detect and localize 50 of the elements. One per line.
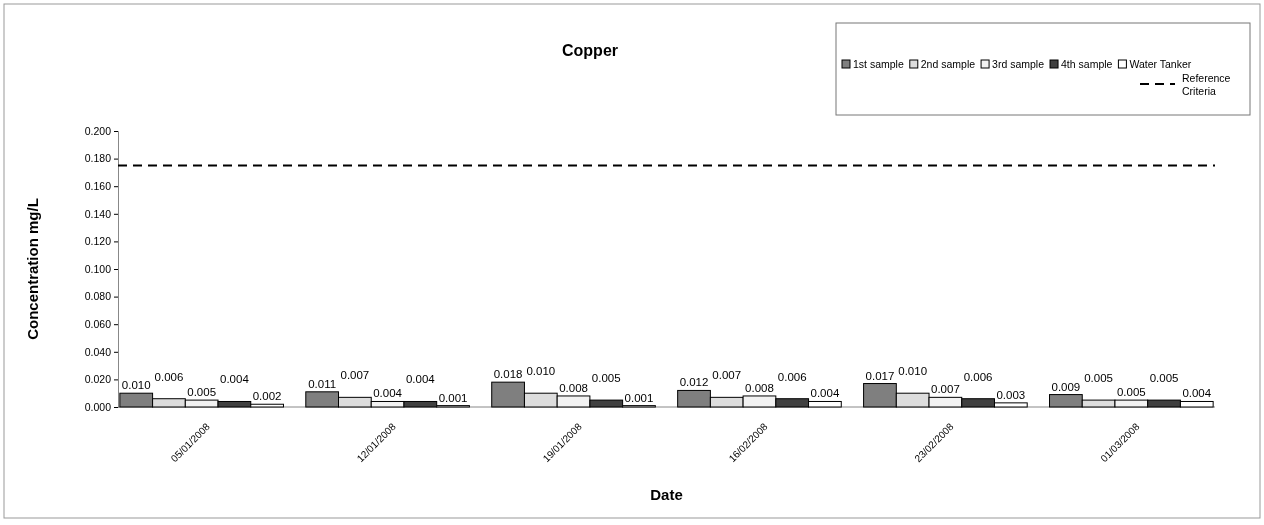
legend-label: 3rd sample <box>992 58 1045 70</box>
data-label: 0.005 <box>1116 386 1146 399</box>
data-label: 0.004 <box>373 387 403 400</box>
legend-label: 1st sample <box>853 58 904 70</box>
data-label: 0.002 <box>252 390 282 403</box>
data-label: 0.018 <box>493 368 523 381</box>
y-tick-label: 0.120 <box>84 235 112 248</box>
legend-label: Reference Criteria <box>1182 72 1231 97</box>
x-axis-title: Date <box>650 486 683 503</box>
data-label: 0.006 <box>777 370 807 383</box>
y-tick-label: 0.200 <box>84 124 112 137</box>
y-tick-label: 0.020 <box>84 373 112 386</box>
legend-label: 4th sample <box>1061 58 1113 70</box>
data-label: 0.008 <box>559 381 588 394</box>
data-label: 0.017 <box>865 369 895 382</box>
y-axis-title: Concentration mg/L <box>24 198 41 340</box>
y-tick-label: 0.060 <box>84 318 112 331</box>
data-label: 0.010 <box>526 365 556 378</box>
data-label: 0.006 <box>154 370 184 383</box>
data-label: 0.005 <box>187 386 217 399</box>
data-label: 0.010 <box>121 379 151 392</box>
legend-label: Water Tanker <box>1129 58 1192 70</box>
data-label: 0.012 <box>679 376 709 389</box>
data-label: 0.011 <box>308 377 337 390</box>
data-label: 0.004 <box>405 373 436 386</box>
data-label: 0.007 <box>712 369 742 382</box>
data-label: 0.004 <box>810 387 840 400</box>
data-label: 0.003 <box>996 388 1026 401</box>
data-label: 0.010 <box>898 365 928 378</box>
data-label: 0.001 <box>438 391 468 404</box>
data-label: 0.007 <box>931 383 960 396</box>
y-tick-label: 0.040 <box>84 345 112 358</box>
y-tick-label: 0.080 <box>84 290 112 303</box>
data-label: 0.005 <box>591 372 621 385</box>
legend-label: 2nd sample <box>920 58 976 70</box>
data-label: 0.001 <box>624 391 654 404</box>
y-tick-label: 0.160 <box>84 180 112 193</box>
y-tick-label: 0.000 <box>84 400 112 413</box>
y-tick-label: 0.140 <box>84 207 112 220</box>
data-label: 0.004 <box>220 373 250 386</box>
chart-title: Copper <box>562 42 618 59</box>
data-label: 0.009 <box>1051 380 1081 393</box>
y-tick-label: 0.100 <box>84 262 112 275</box>
data-label: 0.004 <box>1182 387 1212 400</box>
data-label: 0.005 <box>1149 372 1179 385</box>
data-label: 0.007 <box>340 369 370 382</box>
data-label: 0.006 <box>963 370 993 383</box>
data-label: 0.005 <box>1084 372 1113 385</box>
data-label: 0.008 <box>745 381 774 394</box>
y-tick-label: 0.180 <box>84 152 112 165</box>
